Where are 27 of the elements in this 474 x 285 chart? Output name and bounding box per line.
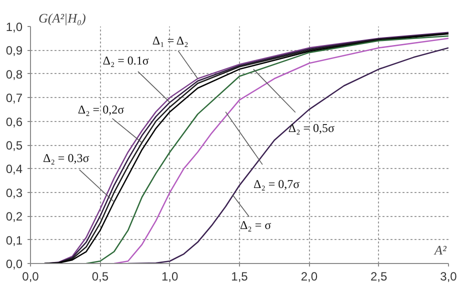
annotation: Δ₂ = 0,3σ [43, 150, 90, 165]
annotation: Δ₂ = 0,5σ [288, 121, 336, 136]
x-tick-label: 2,0 [300, 270, 318, 284]
y-tick-label: 0,4 [6, 162, 23, 176]
annotation: Δ₁ = Δ₂ [152, 34, 188, 48]
annotation: Δ₂ = σ [240, 218, 272, 232]
y-tick-label: 0,3 [6, 186, 23, 200]
y-tick-label: 0,7 [6, 91, 23, 106]
x-axis-title: A² [434, 242, 448, 258]
y-tick-label: 0,9 [6, 44, 23, 58]
y-tick-label: 0,1 [6, 233, 23, 248]
x-tick-label: 3,0 [440, 270, 458, 284]
y-tick-label: 0,5 [6, 138, 23, 152]
annotation: Δ₂ = 0.1σ [102, 53, 150, 68]
x-tick-label: 1,0 [161, 270, 178, 284]
x-tick-label: 2,5 [370, 270, 388, 284]
annotation: Δ₂ = 0,2σ [78, 102, 125, 117]
y-tick-label: 0,6 [6, 114, 23, 129]
x-tick-label: 0,5 [92, 270, 109, 284]
y-axis-title: G(A²|H₀) [38, 10, 86, 26]
y-tick-label: 0,2 [6, 210, 23, 224]
y-tick-label: 1,0 [6, 20, 23, 34]
x-tick-label: 0,0 [22, 270, 40, 284]
annotation: Δ₂ = 0,7σ [254, 176, 300, 191]
x-tick-label: 1,5 [231, 270, 248, 284]
y-tick-label: 0,0 [6, 257, 23, 271]
y-tick-label: 0,8 [6, 67, 23, 82]
